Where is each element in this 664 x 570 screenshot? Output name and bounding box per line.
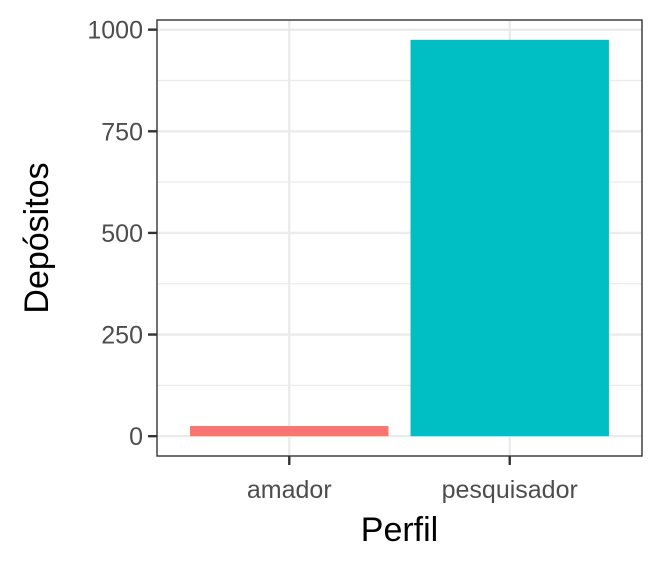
y-tick-label: 0 xyxy=(129,423,143,451)
x-tick-label-amador: amador xyxy=(247,476,332,504)
y-tick-label: 500 xyxy=(101,220,143,248)
plot-panel-border xyxy=(156,19,643,457)
x-axis-title: Perfil xyxy=(361,511,438,549)
x-tick-label-pesquisador: pesquisador xyxy=(442,476,578,504)
y-tick-label: 1000 xyxy=(87,17,143,45)
bar-amador xyxy=(190,426,389,437)
y-axis-title: Depósitos xyxy=(18,162,56,313)
y-tick-label: 750 xyxy=(101,118,143,146)
bars xyxy=(190,39,609,437)
x-axis: amador pesquisador xyxy=(247,456,578,504)
y-tick-label: 250 xyxy=(101,322,143,350)
y-axis: 0 250 500 750 1000 xyxy=(87,17,157,451)
bar-pesquisador xyxy=(410,39,609,437)
